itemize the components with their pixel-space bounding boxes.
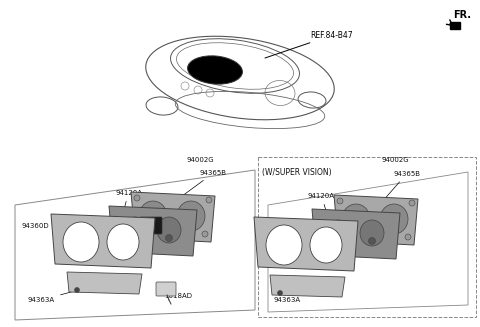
Circle shape [206,197,212,203]
Circle shape [409,200,415,206]
Text: REF.84-B47: REF.84-B47 [265,31,353,58]
FancyBboxPatch shape [156,282,176,296]
Circle shape [166,234,172,242]
Text: 94120A: 94120A [115,190,142,210]
Ellipse shape [63,222,99,262]
Ellipse shape [177,201,205,231]
Circle shape [335,237,341,245]
Ellipse shape [107,224,139,260]
Ellipse shape [380,204,408,234]
Circle shape [202,231,208,237]
Polygon shape [67,272,142,294]
Circle shape [74,287,80,292]
Bar [258,157,476,317]
Text: 94360D: 94360D [265,227,293,238]
Text: 94002G: 94002G [381,157,409,163]
Polygon shape [51,214,155,268]
Text: 94363A: 94363A [28,290,79,303]
Polygon shape [131,192,215,242]
Circle shape [337,198,343,204]
Circle shape [277,290,283,296]
Text: (W/SUPER VISION): (W/SUPER VISION) [262,168,332,177]
Circle shape [369,237,375,245]
Text: 1018AD: 1018AD [164,293,192,299]
Text: 94363A: 94363A [273,292,300,303]
Ellipse shape [123,217,147,243]
Text: FR.: FR. [453,10,471,20]
FancyBboxPatch shape [140,217,162,234]
Polygon shape [312,209,400,259]
Text: 94365B: 94365B [383,171,420,201]
Ellipse shape [326,220,350,246]
Circle shape [134,195,140,201]
Circle shape [132,234,139,242]
Circle shape [137,233,143,239]
Polygon shape [109,206,197,256]
Polygon shape [270,275,345,297]
Polygon shape [254,217,358,271]
Ellipse shape [360,220,384,246]
Text: 94120A: 94120A [308,193,335,214]
Polygon shape [334,195,418,245]
Ellipse shape [342,204,370,234]
Circle shape [405,234,411,240]
Circle shape [340,236,346,242]
Ellipse shape [310,227,342,263]
Bar [450,22,460,29]
Text: 94360D: 94360D [22,223,60,236]
Text: 94365B: 94365B [180,170,227,198]
Ellipse shape [157,217,181,243]
Text: 94002G: 94002G [186,157,214,163]
Ellipse shape [266,225,302,265]
Ellipse shape [188,56,242,84]
Ellipse shape [139,201,167,231]
